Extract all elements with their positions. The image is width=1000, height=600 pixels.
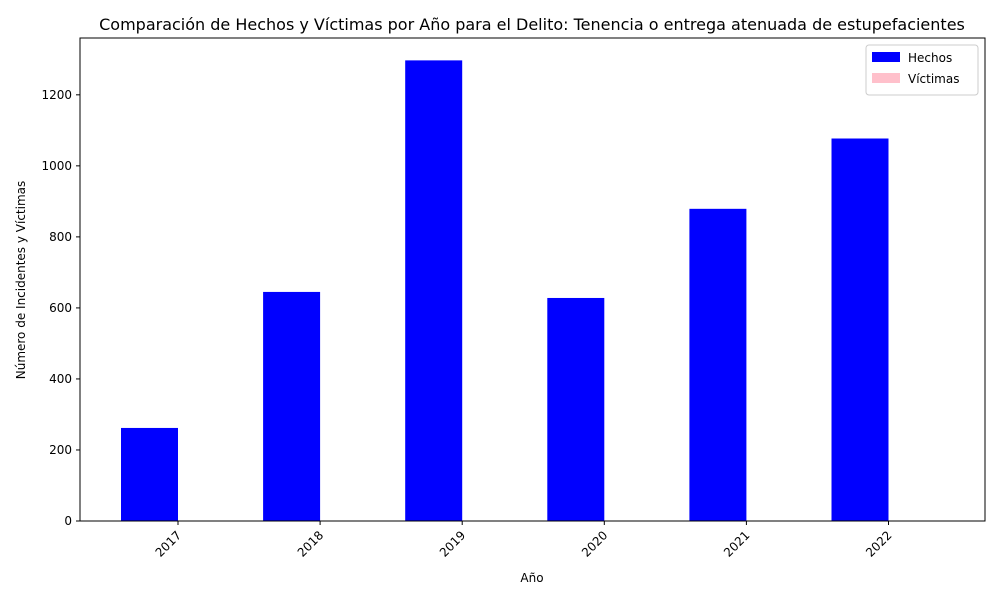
legend-swatch-víctimas: [872, 73, 900, 83]
x-axis-label: Año: [520, 571, 543, 585]
bar-hechos-2019: [405, 60, 463, 521]
y-tick-label: 600: [49, 301, 72, 315]
y-tick-label: 200: [49, 443, 72, 457]
bars-layer: [121, 60, 889, 521]
legend-label-hechos: Hechos: [908, 51, 952, 65]
legend-label-víctimas: Víctimas: [908, 72, 959, 86]
x-tick-label: 2017: [153, 528, 184, 559]
y-tick-label: 400: [49, 372, 72, 386]
bar-hechos-2020: [547, 297, 605, 521]
bar-hechos-2018: [263, 291, 321, 521]
bar-hechos-2017: [121, 427, 178, 521]
x-tick-label: 2019: [437, 528, 468, 559]
axes-layer: [79, 37, 986, 522]
bar-hechos-2021: [689, 208, 747, 521]
plot-frame: [79, 37, 986, 522]
y-tick-label: 1000: [41, 159, 72, 173]
bar-hechos-2022: [831, 138, 889, 521]
legend-swatch-hechos: [872, 52, 900, 62]
y-tick-label: 1200: [41, 88, 72, 102]
x-tick-label: 2021: [721, 528, 752, 559]
x-tick-label: 2018: [295, 528, 326, 559]
chart-title: Comparación de Hechos y Víctimas por Año…: [99, 15, 965, 34]
y-tick-label: 0: [64, 514, 72, 528]
legend: Hechos Víctimas: [865, 44, 979, 96]
y-axis-label: Número de Incidentes y Víctimas: [14, 181, 28, 380]
x-tick-label: 2022: [863, 528, 894, 559]
y-tick-label: 800: [49, 230, 72, 244]
x-tick-label: 2020: [579, 528, 610, 559]
